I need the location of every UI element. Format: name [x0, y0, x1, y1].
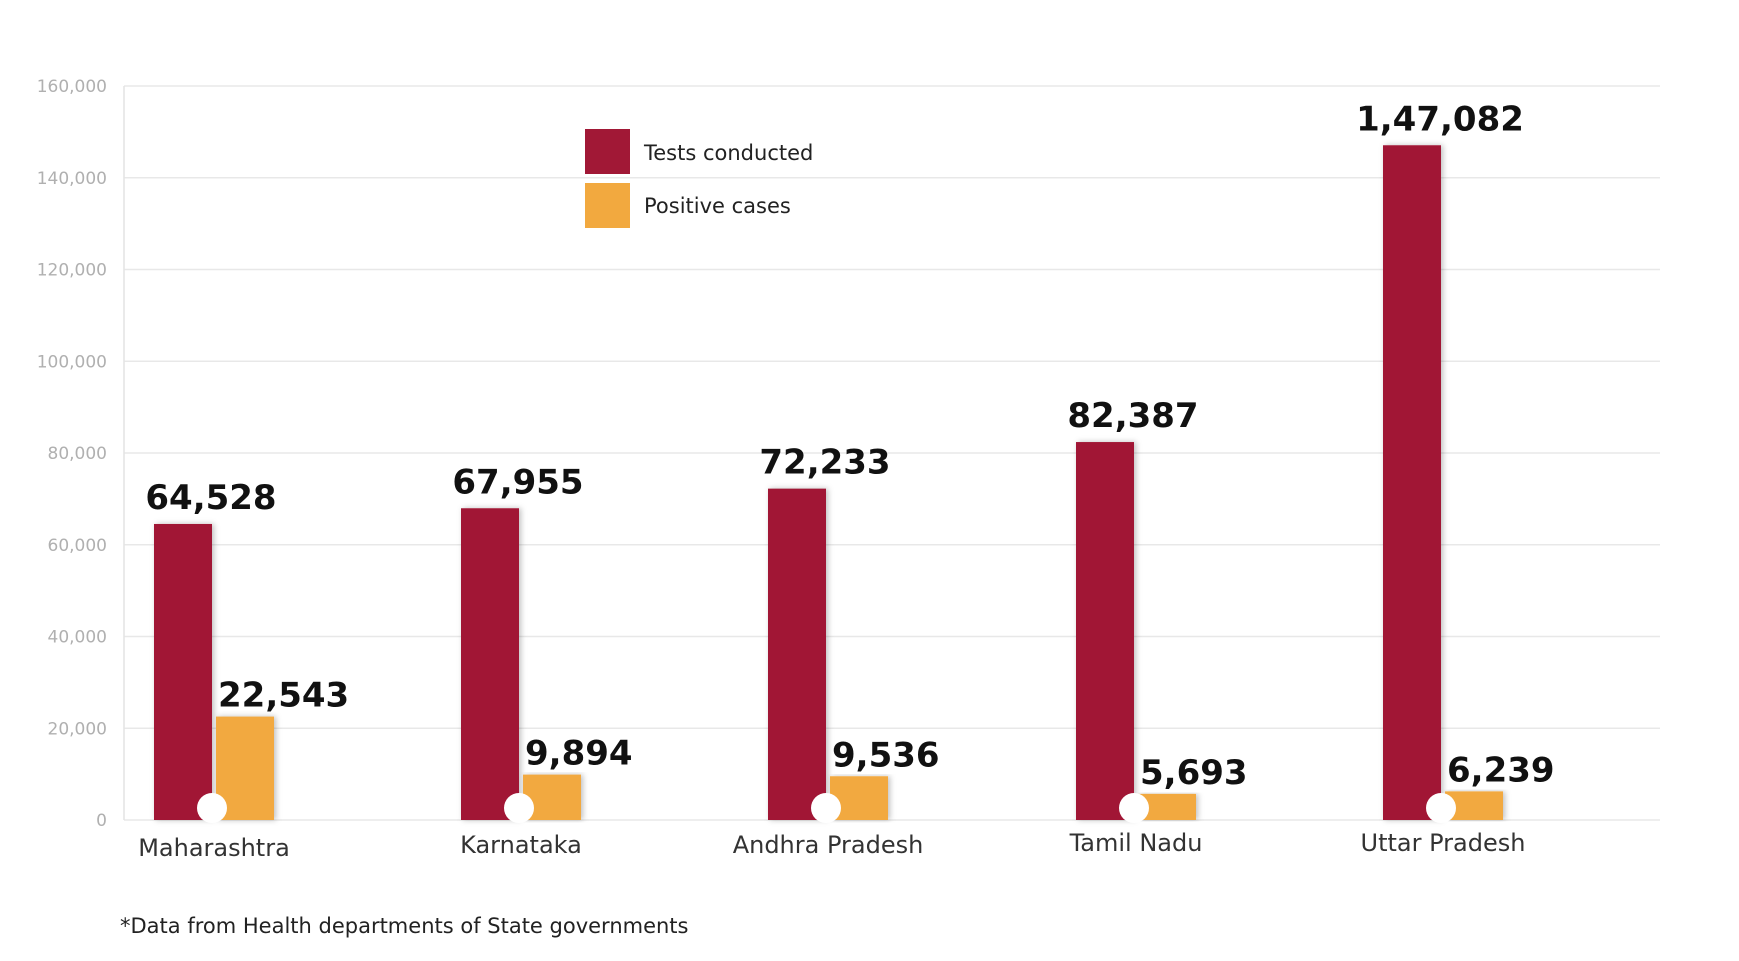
- bar-base-dot: [811, 793, 841, 823]
- data-label-positive: 5,693: [1140, 753, 1248, 793]
- bar-base-dot: [197, 793, 227, 823]
- data-label-tests: 72,233: [759, 443, 890, 483]
- bar-tests-conducted: [154, 523, 212, 820]
- bar-base-dot: [1119, 793, 1149, 823]
- y-axis: 0 20,000 40,000 60,000 80,000 100,000 120,000 1…: [37, 77, 125, 831]
- y-tick-label: 0: [96, 811, 107, 831]
- data-label-positive: 9,894: [525, 734, 633, 774]
- bar-tests-conducted: [768, 488, 826, 820]
- x-category-label: Uttar Pradesh: [1361, 829, 1526, 857]
- bar-base-dot: [1426, 793, 1456, 823]
- data-label-positive: 9,536: [832, 735, 940, 775]
- data-label-positive: 22,543: [218, 676, 349, 716]
- legend: Tests conducted Positive cases: [585, 129, 813, 228]
- y-tick-label: 120,000: [37, 261, 107, 281]
- data-label-positive: 6,239: [1447, 750, 1555, 790]
- y-tick-label: 100,000: [37, 352, 107, 372]
- data-label-tests: 82,387: [1067, 396, 1198, 436]
- bar-base-dot: [504, 793, 534, 823]
- x-category-label: Karnataka: [460, 831, 582, 859]
- bar-tests-conducted: [461, 508, 519, 820]
- x-category-label: Maharashtra: [138, 834, 290, 862]
- bar-tests-conducted: [1383, 145, 1441, 820]
- bar-tests-conducted: [1076, 442, 1134, 820]
- legend-swatch-tests: [585, 129, 630, 174]
- legend-label-positive: Positive cases: [644, 194, 791, 218]
- source-footnote: *Data from Health departments of State g…: [120, 914, 689, 938]
- data-label-tests: 64,528: [145, 478, 276, 518]
- legend-label-tests: Tests conducted: [643, 141, 813, 165]
- data-label-tests: 67,955: [452, 462, 583, 502]
- y-tick-label: 20,000: [48, 719, 107, 739]
- x-axis: Maharashtra Karnataka Andhra Pradesh Tamil …: [138, 829, 1525, 862]
- y-tick-label: 80,000: [48, 444, 107, 464]
- x-category-label: Andhra Pradesh: [733, 831, 924, 859]
- gridlines: [124, 85, 1660, 821]
- y-tick-label: 60,000: [48, 536, 107, 556]
- legend-swatch-positive: [585, 183, 630, 228]
- data-label-tests: 1,47,082: [1356, 99, 1524, 139]
- y-tick-label: 140,000: [37, 169, 107, 189]
- x-category-label: Tamil Nadu: [1069, 829, 1203, 857]
- bars: [154, 145, 1503, 823]
- y-tick-label: 40,000: [48, 628, 107, 648]
- y-tick-label: 160,000: [37, 77, 107, 97]
- data-labels: 64,528 22,543 67,955 9,894 72,233 9,536 82,387…: [145, 99, 1554, 793]
